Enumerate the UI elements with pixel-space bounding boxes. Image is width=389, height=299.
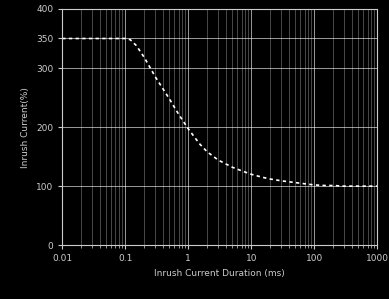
Y-axis label: Inrush Current(%): Inrush Current(%) [21,87,30,167]
X-axis label: Inrush Current Duration (ms): Inrush Current Duration (ms) [154,269,285,278]
